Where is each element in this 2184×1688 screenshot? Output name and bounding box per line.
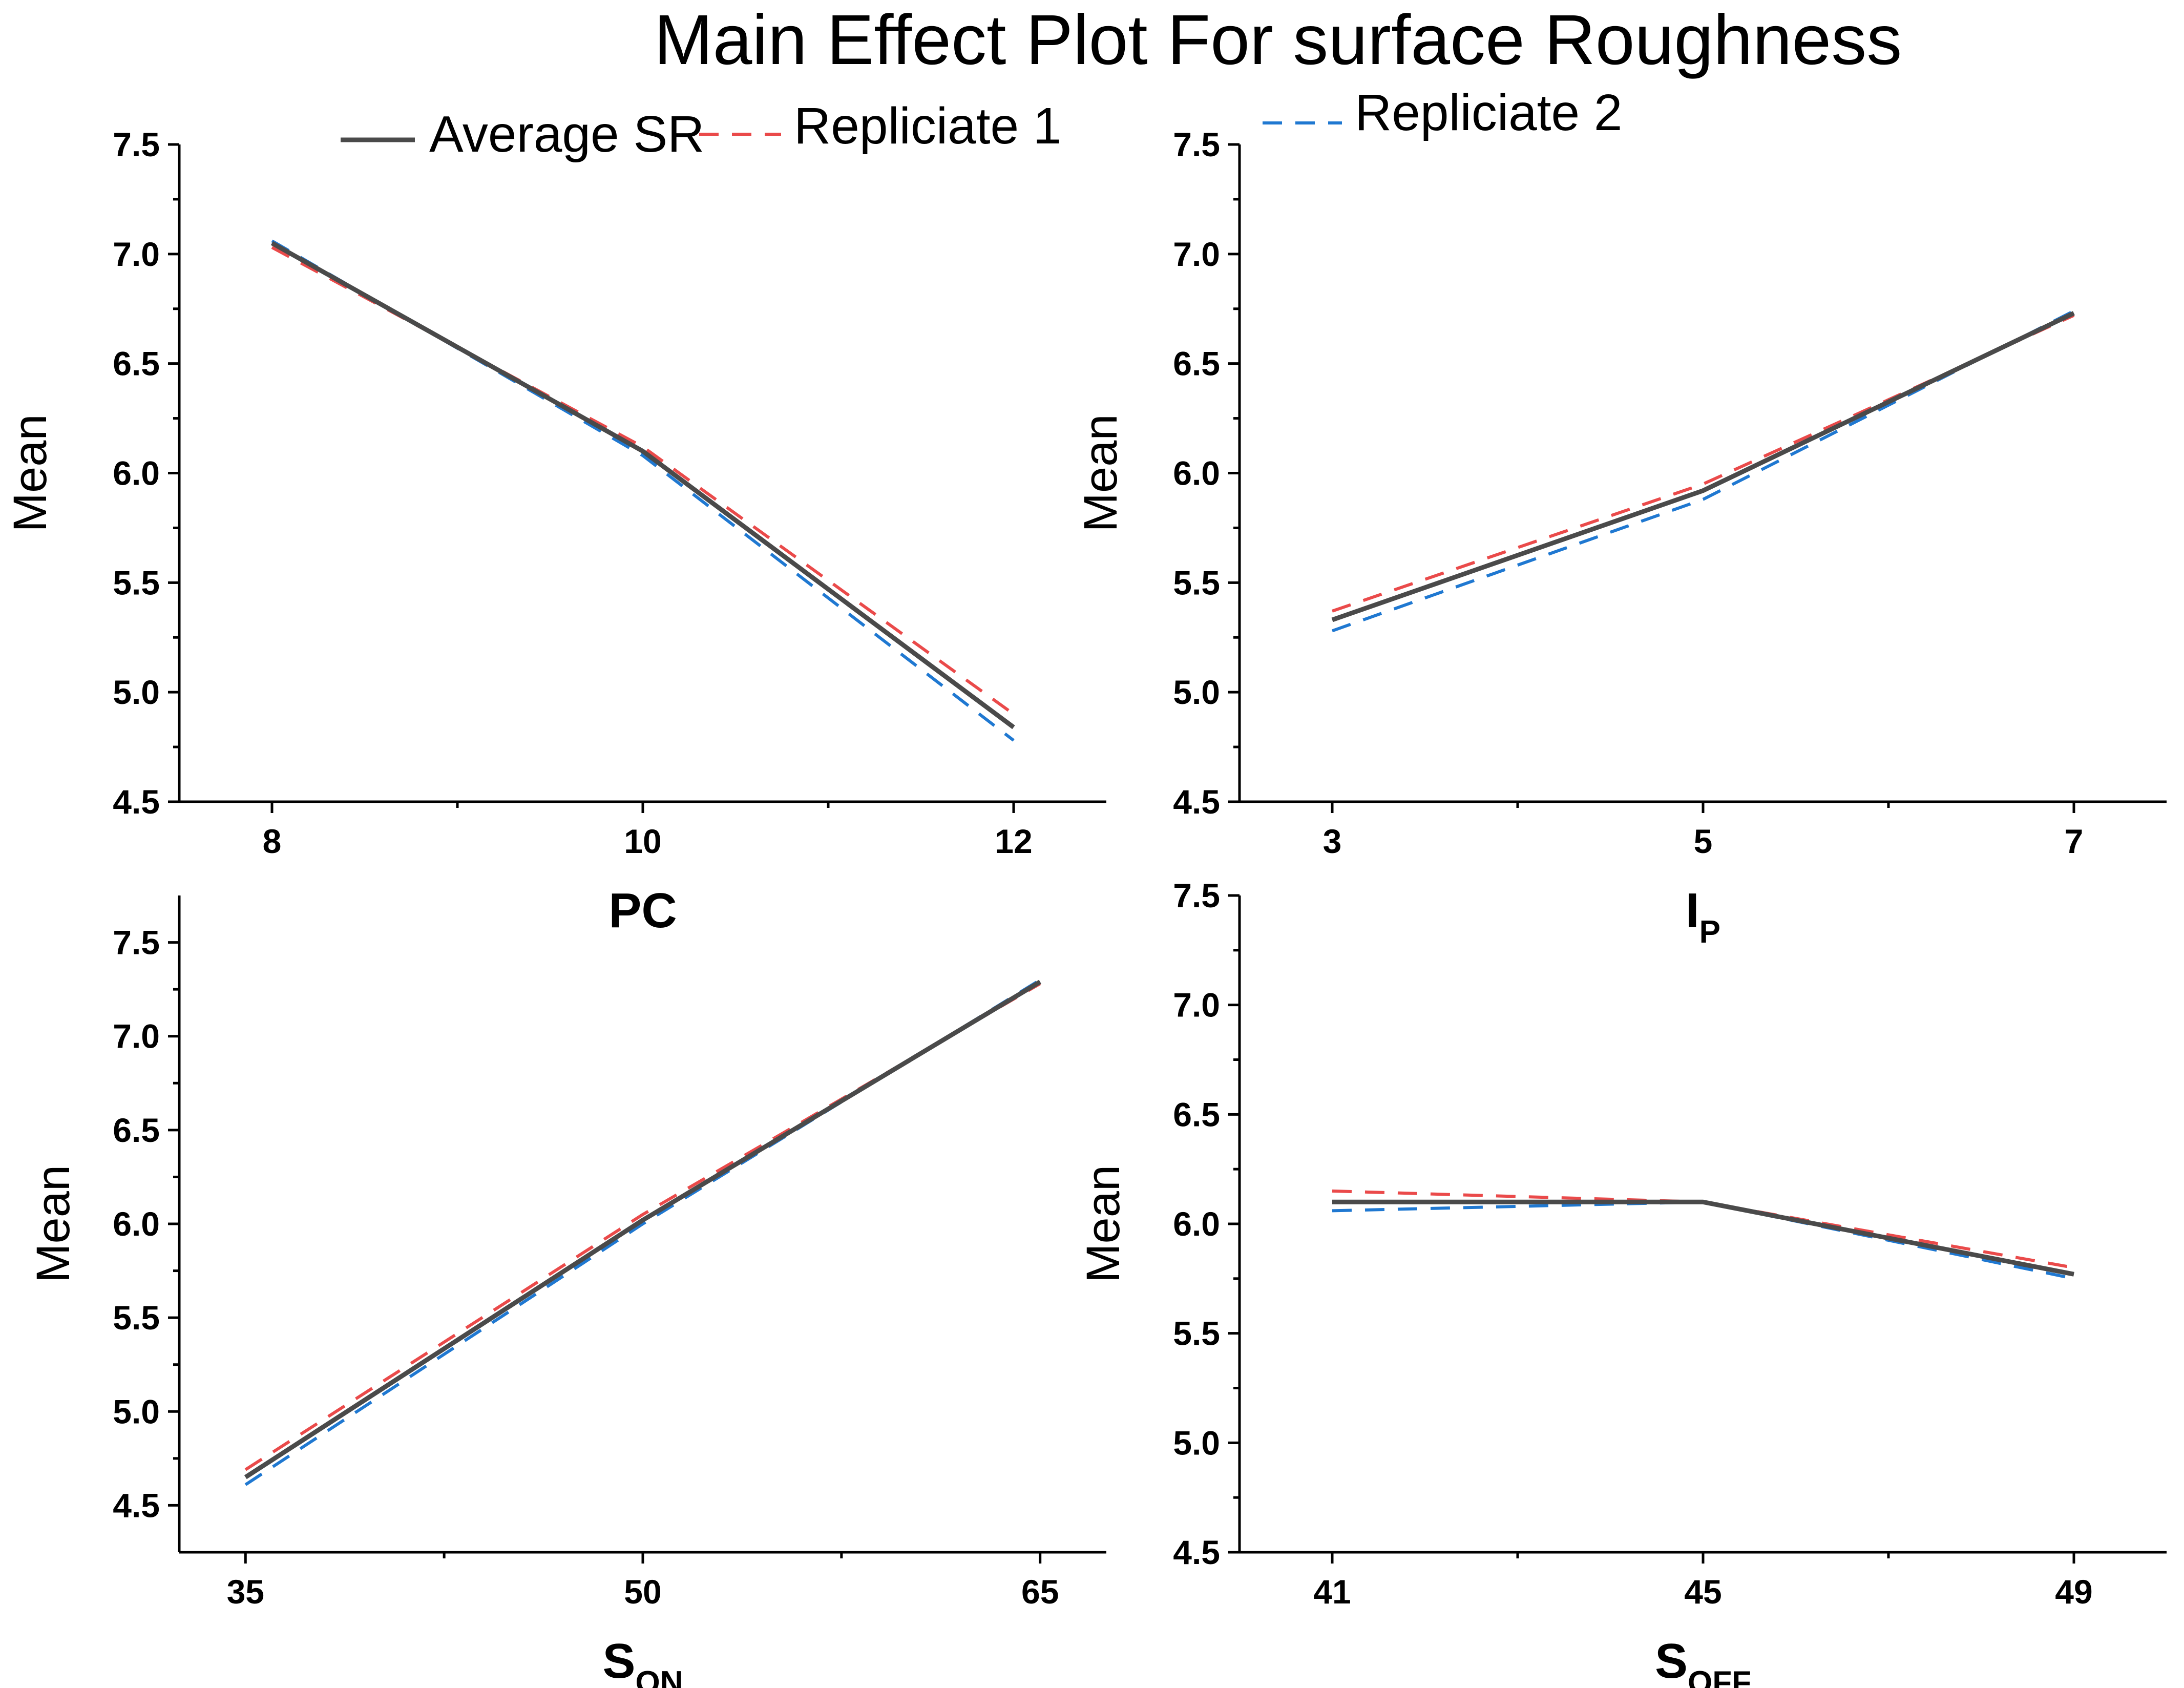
panel-3: 4.5 5.0 5.5 6.0 6.5 7.0 7.5 35 50 65 Mean SON bbox=[27, 895, 1106, 1688]
series-line-repliciate-1 bbox=[244, 982, 1041, 1471]
x-tick-label: 5 bbox=[1694, 822, 1713, 860]
y-tick-label: 5.0 bbox=[113, 1392, 160, 1430]
y-tick-label: 4.5 bbox=[113, 783, 160, 821]
series-line-average-sr bbox=[1331, 311, 2075, 622]
y-tick-label: 6.5 bbox=[1173, 345, 1220, 383]
legend: Average SR Repliciate 1 Repliciate 2 bbox=[341, 84, 1623, 163]
x-tick-label: 7 bbox=[2065, 822, 2084, 860]
legend-item-1: Average SR bbox=[341, 106, 704, 163]
y-tick-label: 7.5 bbox=[113, 126, 160, 163]
panel-4: 4.5 5.0 5.5 6.0 6.5 7.0 7.5 41 45 49 Mean SOFF bbox=[1077, 877, 2167, 1688]
y-tick-label: 7.0 bbox=[113, 235, 160, 273]
x-axis-label: SOFF bbox=[1655, 1634, 1751, 1688]
x-axis-label-main: S bbox=[602, 1634, 635, 1688]
y-tick-label: 6.5 bbox=[113, 345, 160, 383]
y-tick-label: 5.5 bbox=[113, 564, 160, 601]
legend-label: Average SR bbox=[429, 106, 704, 163]
series-line-average-sr bbox=[244, 980, 1042, 1479]
y-axis-label: Mean bbox=[27, 1165, 79, 1283]
y-tick-label: 7.0 bbox=[1173, 235, 1220, 273]
x-tick-label: 41 bbox=[1313, 1573, 1351, 1611]
x-tick-label: 35 bbox=[227, 1573, 264, 1611]
y-axis-label: Mean bbox=[4, 414, 56, 532]
y-tick-label: 4.5 bbox=[1173, 783, 1220, 821]
x-tick-label: 65 bbox=[1021, 1573, 1059, 1611]
legend-item-3: Repliciate 2 bbox=[1263, 84, 1623, 141]
x-axis-label: SON bbox=[602, 1634, 683, 1688]
y-tick-label: 5.0 bbox=[1173, 673, 1220, 711]
series-line-average-sr bbox=[270, 241, 1015, 730]
y-axis-label: Mean bbox=[1075, 414, 1127, 532]
y-tick-label: 7.5 bbox=[1173, 126, 1220, 163]
y-tick-label: 7.5 bbox=[113, 924, 160, 962]
x-tick-label: 12 bbox=[995, 822, 1032, 860]
legend-label: Repliciate 2 bbox=[1355, 84, 1623, 141]
x-axis-label-sub: P bbox=[1699, 914, 1720, 950]
x-axis-label-main: S bbox=[1655, 1634, 1688, 1688]
series-line-repliciate-2 bbox=[244, 978, 1041, 1486]
legend-label: Repliciate 1 bbox=[794, 97, 1062, 155]
y-tick-label: 7.0 bbox=[113, 1017, 160, 1055]
x-tick-label: 10 bbox=[624, 822, 661, 860]
panels: 4.5 5.0 5.5 6.0 6.5 7.0 7.5 8 10 12 Mean PC 4.5 5.0 5.… bbox=[4, 126, 2167, 1688]
x-axis-label-sub: ON bbox=[636, 1665, 683, 1688]
x-tick-label: 8 bbox=[263, 822, 282, 860]
legend-item-2: Repliciate 1 bbox=[699, 97, 1062, 155]
x-tick-label: 45 bbox=[1684, 1573, 1721, 1611]
panel-2: 4.5 5.0 5.5 6.0 6.5 7.0 7.5 3 5 7 Mean IP bbox=[1075, 126, 2167, 950]
x-tick-label: 49 bbox=[2055, 1573, 2092, 1611]
x-axis-label: IP bbox=[1686, 883, 1720, 950]
y-axis-label: Mean bbox=[1077, 1165, 1129, 1283]
y-tick-label: 6.0 bbox=[113, 454, 160, 492]
x-axis-label: PC bbox=[608, 883, 677, 938]
y-tick-label: 5.0 bbox=[1173, 1424, 1220, 1462]
y-tick-label: 4.5 bbox=[1173, 1533, 1220, 1571]
y-tick-label: 6.0 bbox=[1173, 1205, 1220, 1243]
y-tick-label: 4.5 bbox=[113, 1486, 160, 1524]
x-tick-label: 50 bbox=[624, 1573, 661, 1611]
series-line-repliciate-1 bbox=[1332, 314, 2075, 613]
y-tick-label: 5.5 bbox=[113, 1299, 160, 1337]
series-line-repliciate-2 bbox=[1332, 1200, 2074, 1280]
y-tick-label: 6.5 bbox=[1173, 1095, 1220, 1133]
x-axis-label-main: I bbox=[1686, 883, 1699, 938]
x-tick-label: 3 bbox=[1323, 822, 1342, 860]
y-tick-label: 7.0 bbox=[1173, 986, 1220, 1024]
x-axis-label-main: PC bbox=[608, 883, 677, 938]
series-line-average-sr bbox=[1332, 1199, 2074, 1277]
chart-title: Main Effect Plot For surface Roughness bbox=[654, 1, 1902, 79]
panel-1: 4.5 5.0 5.5 6.0 6.5 7.0 7.5 8 10 12 Mean PC bbox=[4, 126, 1106, 938]
y-tick-label: 6.5 bbox=[113, 1111, 160, 1149]
y-tick-label: 5.5 bbox=[1173, 1315, 1220, 1352]
series-line-repliciate-2 bbox=[271, 239, 1015, 742]
y-tick-label: 7.5 bbox=[1173, 877, 1220, 914]
x-axis-label-sub: OFF bbox=[1688, 1665, 1751, 1688]
y-tick-label: 5.5 bbox=[1173, 564, 1220, 601]
y-tick-label: 6.0 bbox=[113, 1205, 160, 1243]
y-tick-label: 6.0 bbox=[1173, 454, 1220, 492]
y-tick-label: 5.0 bbox=[113, 673, 160, 711]
